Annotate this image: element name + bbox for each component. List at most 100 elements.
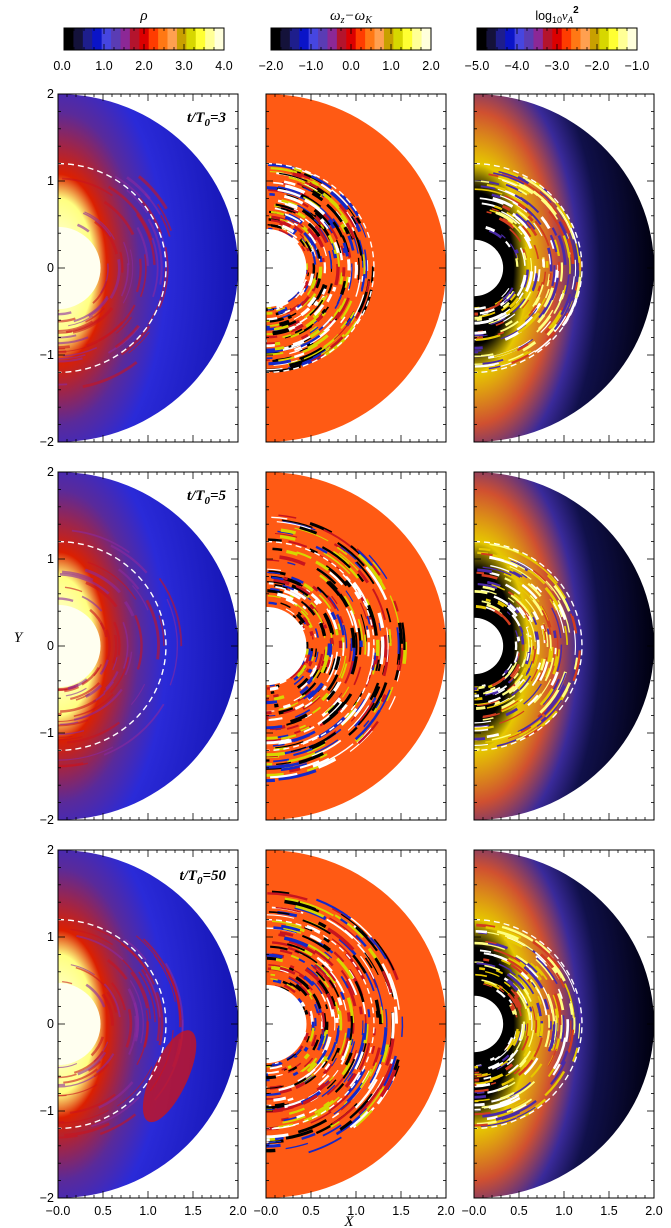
y-tick-label: 0 <box>47 639 54 653</box>
colorbar-swatch <box>374 28 385 50</box>
time-label-row1: t/T0=3 <box>187 110 227 129</box>
x-axis-label: X <box>343 1214 354 1228</box>
corotation-dashed-circle <box>265 162 375 374</box>
x-tick-label: −0.0 <box>254 1204 279 1218</box>
y-tick-label: 1 <box>47 552 54 566</box>
colorbar-swatch <box>289 28 300 50</box>
colorbar-swatch <box>176 28 187 50</box>
colorbar-alfven-tick: −3.0 <box>545 59 570 73</box>
colorbar-swatch <box>421 28 432 50</box>
x-tick-label: 1.0 <box>555 1204 572 1218</box>
colorbar-vorticity-tick: −2.0 <box>259 59 284 73</box>
colorbar-density-tick: 2.0 <box>135 59 152 73</box>
colorbar-swatch <box>627 28 638 50</box>
colorbar-swatch <box>589 28 600 50</box>
corotation-dashed-circle <box>473 162 583 374</box>
colorbar-vorticity-ticks <box>270 28 432 50</box>
panel-r3-rho: 2 1 0 −1 −2−0.0 0.5 1.0 1.5 2.0 <box>40 843 247 1218</box>
panel-r3-vort: −0.0 0.5 1.0 1.5 2.0 <box>254 849 455 1218</box>
colorbar-vorticity-tick: −1.0 <box>299 59 324 73</box>
colorbar-swatch <box>120 28 131 50</box>
colorbar-swatch <box>64 28 74 50</box>
colorbar-vorticity: ωz−ωK −2.0 −1.0 0.0 1.0 2.0 <box>259 8 440 73</box>
colorbar-swatch <box>618 28 628 50</box>
colorbar-swatch <box>280 28 291 50</box>
colorbar-density-swatches <box>64 28 225 50</box>
colorbar-swatch <box>477 28 487 50</box>
corotation-dashed-circle <box>473 540 583 752</box>
colorbar-swatch <box>139 28 150 50</box>
x-tick-label: 0.5 <box>302 1204 319 1218</box>
colorbar-swatch <box>92 28 103 50</box>
colorbar-density-tick: 0.0 <box>53 59 70 73</box>
y-tick-label: −2 <box>40 435 54 449</box>
x-tick-label: 0.5 <box>94 1204 111 1218</box>
colorbar-alfven: log10vA2 −5.0 −4.0 −3.0 −2.0 −1.0 <box>465 5 650 73</box>
colorbar-swatch <box>402 28 413 50</box>
colorbar-vorticity-swatches <box>271 28 432 50</box>
colorbar-swatch <box>561 28 572 50</box>
y-tick-label: 2 <box>47 465 54 479</box>
x-tick-label: 2.0 <box>229 1204 246 1218</box>
colorbar-vorticity-tick: 0.0 <box>342 59 359 73</box>
panel-r1-vort <box>265 93 447 443</box>
panel-r1-valf <box>473 93 655 443</box>
colorbar-swatch <box>214 28 225 50</box>
x-tick-label: −0.0 <box>46 1204 71 1218</box>
colorbar-alfven-ticks <box>476 28 638 50</box>
panel-r1-rho: 2 1 0 −1 −2 <box>40 87 239 449</box>
x-tick-label: 1.5 <box>600 1204 617 1218</box>
corotation-dashed-circle <box>57 162 167 374</box>
colorbar-vorticity-tick: 2.0 <box>422 59 439 73</box>
colorbar-swatch <box>271 28 281 50</box>
colorbar-swatch <box>205 28 215 50</box>
colorbar-swatch <box>82 28 93 50</box>
y-tick-label: −1 <box>40 348 54 362</box>
colorbar-swatch <box>73 28 84 50</box>
colorbar-swatch <box>101 28 112 50</box>
colorbar-alfven-tick: −1.0 <box>625 59 650 73</box>
colorbar-density-title: ρ <box>139 8 147 24</box>
y-tick-label: 2 <box>47 87 54 101</box>
colorbar-swatch <box>524 28 534 50</box>
x-tick-label: 1.0 <box>347 1204 364 1218</box>
colorbar-swatch <box>308 28 319 50</box>
colorbar-swatch <box>505 28 516 50</box>
y-tick-label: 0 <box>47 1017 54 1031</box>
panel-r2-rho: 2 1 0 −1 −2 <box>40 465 239 827</box>
colorbar-swatch <box>186 28 197 50</box>
y-tick-label: 2 <box>47 843 54 857</box>
colorbar-swatch <box>327 28 338 50</box>
corotation-dashed-circle <box>473 918 583 1130</box>
y-tick-label: −2 <box>40 1191 54 1205</box>
colorbar-swatch <box>383 28 394 50</box>
colorbar-swatch <box>533 28 544 50</box>
colorbar-swatch <box>346 28 357 50</box>
panel-r3-valf: −0.0 0.5 1.0 1.5 2.0 <box>462 849 663 1218</box>
y-tick-label: −2 <box>40 813 54 827</box>
x-tick-label: 2.0 <box>437 1204 454 1218</box>
colorbar-density-ticks <box>63 28 225 50</box>
colorbar-swatch <box>571 28 581 50</box>
y-tick-label: −1 <box>40 726 54 740</box>
y-tick-label: 1 <box>47 930 54 944</box>
corotation-dashed-circle <box>265 540 375 752</box>
colorbar-density-tick: 1.0 <box>95 59 112 73</box>
corotation-dashed-circle <box>57 540 167 752</box>
colorbar-swatch <box>167 28 178 50</box>
panel-r2-valf <box>473 471 655 821</box>
colorbar-swatch <box>111 28 121 50</box>
colorbar-swatch <box>158 28 168 50</box>
colorbar-alfven-tick: −2.0 <box>585 59 610 73</box>
y-tick-label: −1 <box>40 1104 54 1118</box>
x-tick-label: −0.0 <box>462 1204 487 1218</box>
colorbar-swatch <box>580 28 591 50</box>
colorbar-swatch <box>299 28 310 50</box>
colorbar-swatch <box>195 28 206 50</box>
colorbar-vorticity-title: ωz−ωK <box>330 8 373 26</box>
x-tick-label: 1.5 <box>184 1204 201 1218</box>
colorbar-density-tick: 4.0 <box>215 59 232 73</box>
y-tick-label: 0 <box>47 261 54 275</box>
